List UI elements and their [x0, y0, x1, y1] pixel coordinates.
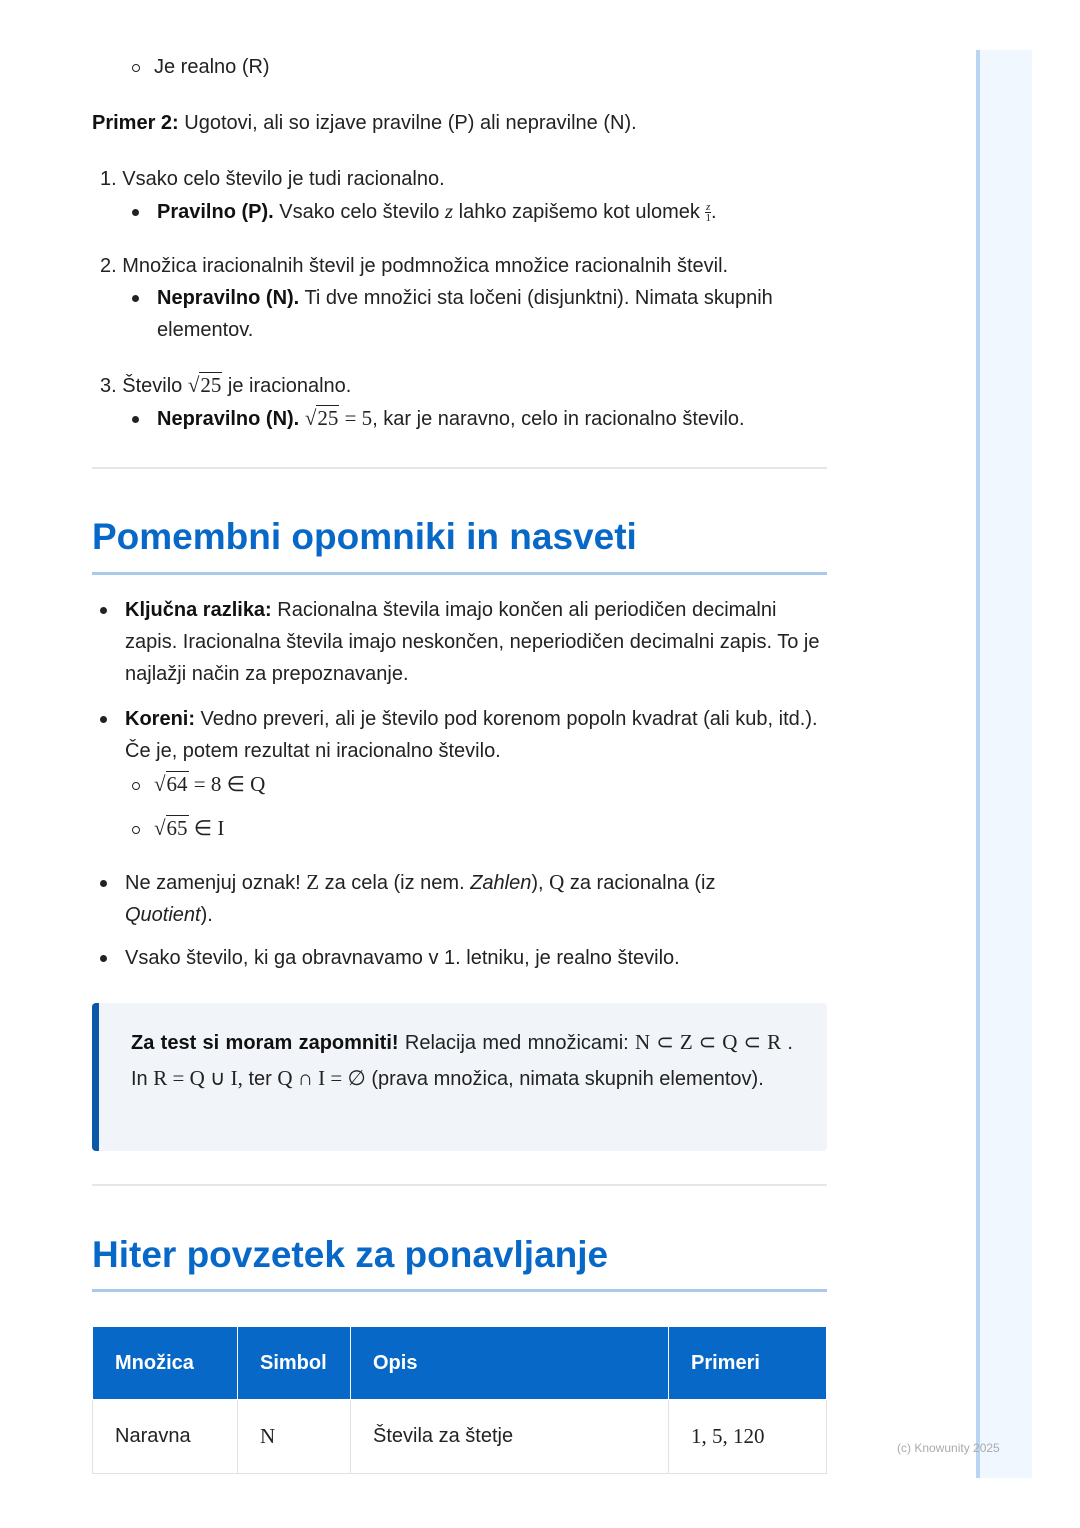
table-header-row: Množica Simbol Opis Primeri: [92, 1326, 827, 1400]
callout-box: Za test si moram zapomniti! Relacija med…: [92, 1003, 827, 1151]
table-cell: N: [237, 1399, 351, 1474]
bullet-icon: [100, 880, 107, 888]
side-panel: [976, 50, 1032, 1478]
callout-text: Za test si moram zapomniti! Relacija med…: [131, 1030, 793, 1090]
list-item: Je realno (R): [132, 51, 867, 83]
table-cell: Števila za štetje: [350, 1399, 669, 1474]
bullet-icon: [132, 416, 139, 424]
section-heading: Hiter povzetek za ponavljanje: [92, 1234, 609, 1275]
divider: [92, 467, 827, 469]
watermark: (c) Knowunity 2025: [897, 1441, 1000, 1455]
summary-table: Množica Simbol Opis Primeri Naravna N Št…: [92, 1326, 827, 1474]
column-header: Opis: [350, 1326, 669, 1400]
statement-1: 1. Vsako celo število je tudi racionalno…: [100, 168, 445, 190]
answer-2: Nepravilno (N). Ti dve množici sta ločen…: [132, 282, 832, 346]
section-heading: Pomembni opomniki in nasveti: [92, 516, 637, 557]
heading-underline: [92, 1289, 827, 1292]
bullet-icon: [132, 825, 140, 834]
callout-accent-bar: [92, 1003, 99, 1151]
root-example-2: √65 ∈ I: [132, 812, 867, 845]
table-row: Naravna N Števila za štetje 1, 5, 120: [92, 1399, 827, 1474]
statement-3: 3. Število √25 je iracionalno.: [100, 372, 352, 397]
answer-3: Nepravilno (N). √25 = 5, kar je naravno,…: [132, 402, 867, 435]
bullet-icon: [100, 716, 107, 724]
root-example-1: √64 = 8 ∈ Q: [132, 768, 867, 801]
tip-real: Vsako število, ki ga obravnavamo v 1. le…: [100, 942, 835, 974]
column-header: Primeri: [668, 1326, 827, 1400]
bullet-icon: [132, 295, 139, 303]
column-header: Množica: [92, 1326, 238, 1400]
table-cell: Naravna: [92, 1399, 238, 1474]
bullet-icon: [132, 209, 139, 217]
heading-underline: [92, 572, 827, 575]
tip-symbols: Ne zamenjuj oznak! Z za cela (iz nem. Za…: [100, 866, 790, 931]
statement-2: 2. Množica iracionalnih števil je podmno…: [100, 255, 729, 277]
bullet-icon: [100, 955, 107, 963]
column-header: Simbol: [237, 1326, 351, 1400]
table-cell: 1, 5, 120: [668, 1399, 827, 1474]
example-intro: Primer 2: Ugotovi, ali so izjave praviln…: [92, 112, 637, 134]
tip-roots: Koreni: Vedno preveri, ali je število po…: [100, 703, 830, 767]
divider: [92, 1184, 827, 1186]
bullet-icon: [132, 63, 140, 72]
bullet-icon: [132, 781, 140, 790]
tip-key-difference: Ključna razlika: Racionalna števila imaj…: [100, 594, 830, 690]
bullet-icon: [100, 607, 107, 615]
answer-1: Pravilno (P). Vsako celo število z lahko…: [132, 195, 867, 228]
